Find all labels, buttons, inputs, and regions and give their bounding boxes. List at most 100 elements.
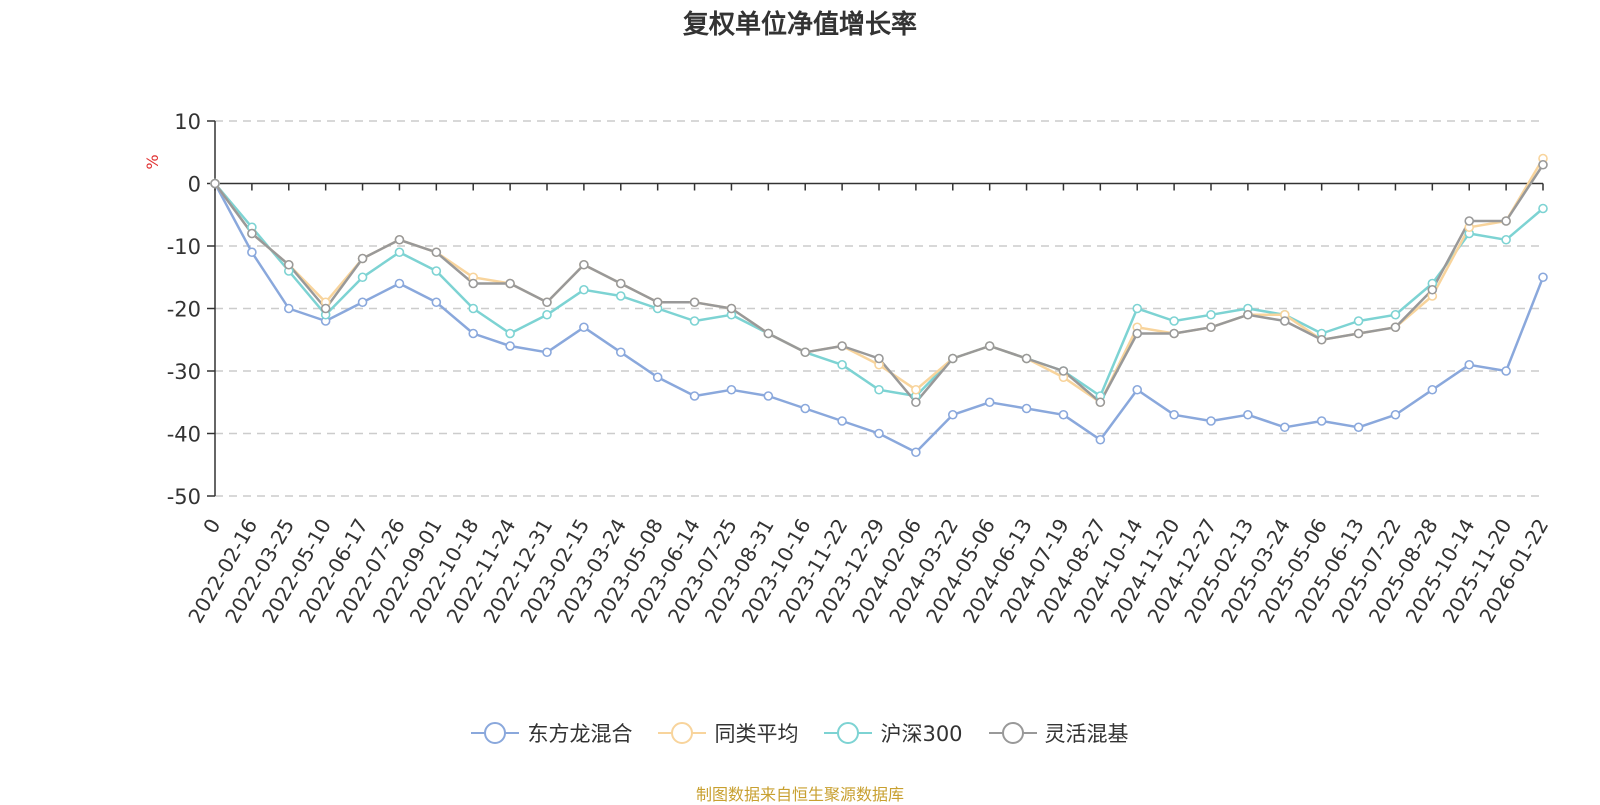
data-point[interactable] [615,291,626,301]
data-point[interactable] [468,278,479,289]
data-point[interactable] [1279,316,1290,326]
data-point[interactable] [800,403,811,414]
data-point[interactable] [1021,403,1032,414]
data-point[interactable] [652,372,663,383]
data-point[interactable] [615,347,626,358]
data-point[interactable] [1501,216,1511,226]
chart-title: 复权单位净值增长率 [682,10,917,40]
data-point[interactable] [1390,409,1401,420]
data-point[interactable] [911,447,921,458]
data-point[interactable] [763,328,774,339]
legend-item-category-average[interactable]: 同类平均 [658,718,798,748]
data-point[interactable] [1501,234,1511,245]
data-point[interactable] [947,409,958,420]
data-point[interactable] [505,328,515,339]
data-point[interactable] [1021,353,1032,364]
data-point[interactable] [247,228,257,239]
data-point[interactable] [468,328,479,339]
data-point[interactable] [1316,334,1327,345]
data-point[interactable] [1464,216,1475,226]
data-point[interactable] [1353,328,1364,339]
data-point[interactable] [210,178,220,189]
data-point[interactable] [1243,409,1253,420]
data-point[interactable] [394,234,405,245]
data-point[interactable] [1206,416,1216,426]
data-point[interactable] [542,347,552,358]
data-point[interactable] [689,316,700,326]
data-point[interactable] [911,397,921,408]
data-point[interactable] [1390,309,1401,320]
data-point[interactable] [431,247,442,258]
data-point[interactable] [1427,384,1438,395]
data-point[interactable] [247,247,257,258]
data-point[interactable] [763,391,774,401]
data-point[interactable] [726,384,737,395]
data-point[interactable] [837,416,847,426]
data-point[interactable] [689,297,700,308]
data-point[interactable] [283,259,294,270]
data-point[interactable] [689,391,700,401]
data-point[interactable] [1132,384,1143,395]
data-point[interactable] [357,272,368,283]
y-tick-label: -40 [167,423,201,447]
y-tick-label: -50 [167,485,201,509]
data-point[interactable] [1538,159,1548,170]
data-point[interactable] [1132,328,1143,339]
data-point[interactable] [1427,284,1438,295]
data-point[interactable] [984,341,995,351]
data-point[interactable] [1058,366,1069,376]
data-point[interactable] [1132,303,1143,314]
data-point[interactable] [431,297,442,308]
data-point[interactable] [1538,203,1548,214]
data-point[interactable] [1353,316,1364,326]
data-point[interactable] [1206,309,1216,320]
legend[interactable]: 东方龙混合 同类平均 沪深300 灵活混基 [0,718,1600,748]
data-point[interactable] [505,341,515,351]
data-point[interactable] [874,428,884,439]
data-point[interactable] [1058,409,1069,420]
data-point[interactable] [283,303,294,314]
data-point[interactable] [357,297,368,308]
data-point[interactable] [1206,322,1216,333]
data-point[interactable] [1316,416,1327,426]
data-point[interactable] [1169,409,1179,420]
data-point[interactable] [320,303,331,314]
data-point[interactable] [431,266,442,276]
data-point[interactable] [579,322,589,333]
data-point[interactable] [837,341,847,351]
data-point[interactable] [1390,322,1401,333]
y-axis-unit-label: % [143,154,162,169]
data-point[interactable] [837,359,847,370]
data-point[interactable] [1095,434,1106,445]
data-point[interactable] [394,278,405,289]
data-point[interactable] [1169,328,1179,339]
data-point[interactable] [1095,397,1106,408]
data-point[interactable] [984,397,995,408]
data-point[interactable] [1464,359,1475,370]
data-point[interactable] [1243,309,1253,320]
data-point[interactable] [579,284,589,295]
data-point[interactable] [874,384,884,395]
data-point[interactable] [652,297,663,308]
data-point[interactable] [542,309,552,320]
data-point[interactable] [726,303,737,314]
legend-item-dongfanglong[interactable]: 东方龙混合 [471,718,632,748]
data-point[interactable] [874,353,884,364]
data-point[interactable] [1538,272,1548,283]
data-point[interactable] [1169,316,1179,326]
data-point[interactable] [911,384,921,395]
data-point[interactable] [1353,422,1364,433]
data-point[interactable] [579,259,589,270]
data-point[interactable] [394,247,405,258]
data-point[interactable] [800,347,811,358]
legend-item-hs300[interactable]: 沪深300 [824,718,963,748]
data-point[interactable] [1501,366,1511,376]
data-point[interactable] [542,297,552,308]
data-point[interactable] [468,303,479,314]
data-point[interactable] [947,353,958,364]
data-point[interactable] [1279,422,1290,433]
legend-item-flexible-mixed[interactable]: 灵活混基 [988,718,1129,748]
data-point[interactable] [615,278,626,289]
data-point[interactable] [357,253,368,264]
data-point[interactable] [505,278,515,289]
